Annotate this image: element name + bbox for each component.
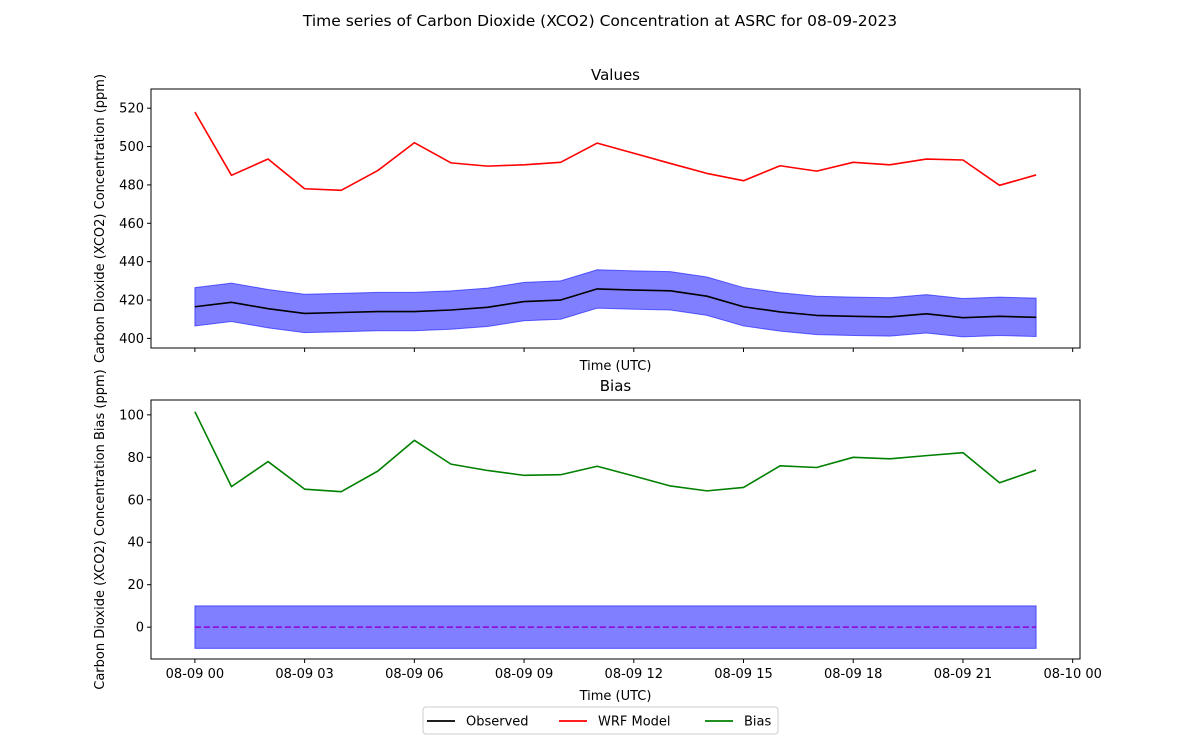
legend-label-wrf-model: WRF Model <box>598 715 671 730</box>
values-y-axis-label: Carbon Dioxide (XCO2) Concentration (ppm… <box>93 74 108 363</box>
values-plot-marks <box>194 111 1037 338</box>
bias-plot-frame <box>150 399 1081 660</box>
bias-y-axis-label: Carbon Dioxide (XCO2) Concentration Bias… <box>93 369 108 689</box>
bias-x-tick-label-4: 08-09 12 <box>605 667 663 682</box>
chart-legend: Observed WRF Model Bias <box>422 706 779 735</box>
values-y-tick-label-480: 480 <box>119 178 144 193</box>
figure-suptitle: Time series of Carbon Dioxide (XCO2) Con… <box>302 12 897 30</box>
bias-uncertainty-band <box>194 605 1037 649</box>
values-series-line-observed <box>194 288 1037 319</box>
values-y-tick-label-500: 500 <box>119 140 144 155</box>
values-y-axis: 400 420 440 460 480 500 520 <box>119 102 151 347</box>
bias-y-tick-label-60: 60 <box>127 493 144 508</box>
values-x-axis-label: Time (UTC) <box>579 359 652 374</box>
values-y-tick-label-520: 520 <box>119 102 144 117</box>
bias-x-tick-label-8: 08-10 00 <box>1043 667 1101 682</box>
bias-x-axis: 08-09 00 08-09 03 08-09 06 08-09 09 08-09 12… <box>166 659 1102 682</box>
bias-y-tick-label-80: 80 <box>127 451 144 466</box>
bias-y-axis: 0 20 40 60 80 100 <box>119 408 151 636</box>
bias-y-tick-label-40: 40 <box>127 536 144 551</box>
bias-y-tick-label-100: 100 <box>119 408 144 423</box>
bias-x-tick-label-6: 08-09 18 <box>824 667 882 682</box>
bias-y-tick-label-0: 0 <box>136 621 144 636</box>
bias-panel-title: Bias <box>600 377 632 395</box>
values-y-tick-label-400: 400 <box>119 332 144 347</box>
bias-x-tick-label-5: 08-09 15 <box>714 667 772 682</box>
values-y-tick-label-460: 460 <box>119 217 144 232</box>
bias-x-axis-label: Time (UTC) <box>579 689 652 704</box>
bias-x-tick-label-3: 08-09 09 <box>495 667 553 682</box>
bias-y-tick-label-20: 20 <box>127 578 144 593</box>
bias-x-tick-label-0: 08-09 00 <box>166 667 224 682</box>
bias-plot-marks <box>194 411 1037 649</box>
bias-x-tick-label-2: 08-09 06 <box>385 667 443 682</box>
values-series-line-wrf-model <box>194 111 1037 192</box>
values-y-tick-label-440: 440 <box>119 255 144 270</box>
values-panel-title: Values <box>591 66 640 84</box>
legend-label-bias: Bias <box>744 715 771 730</box>
values-plot-frame <box>150 88 1081 349</box>
values-uncertainty-band <box>194 269 1037 338</box>
bias-x-tick-label-1: 08-09 03 <box>275 667 333 682</box>
values-y-tick-label-420: 420 <box>119 294 144 309</box>
legend-label-observed: Observed <box>466 715 529 730</box>
legend-box <box>422 706 779 735</box>
bias-series-line-bias <box>194 411 1037 493</box>
values-x-axis <box>194 348 1074 352</box>
bias-x-tick-label-7: 08-09 21 <box>934 667 992 682</box>
